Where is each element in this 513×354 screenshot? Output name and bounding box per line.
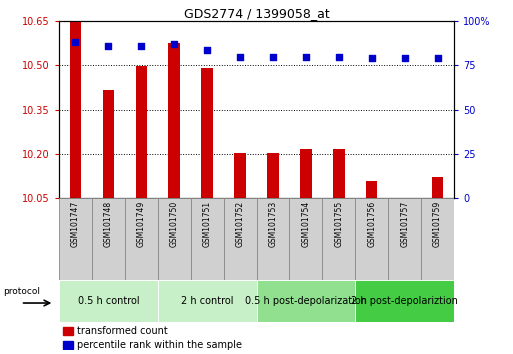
Point <box>170 41 179 47</box>
Bar <box>388 198 421 280</box>
Text: GSM101753: GSM101753 <box>268 201 278 247</box>
Point <box>203 47 211 52</box>
Point <box>368 56 376 61</box>
Bar <box>158 280 256 322</box>
Bar <box>59 198 92 280</box>
Point <box>401 56 409 61</box>
Text: GSM101759: GSM101759 <box>433 201 442 247</box>
Bar <box>234 153 246 198</box>
Bar <box>421 198 454 280</box>
Bar <box>202 68 213 198</box>
Bar <box>224 198 256 280</box>
Text: 0.5 h control: 0.5 h control <box>77 296 139 306</box>
Bar <box>256 198 289 280</box>
Bar <box>366 181 378 198</box>
Bar <box>168 43 180 198</box>
Text: 2 h post-depolariztion: 2 h post-depolariztion <box>351 296 458 306</box>
Text: GSM101747: GSM101747 <box>71 201 80 247</box>
Text: 0.5 h post-depolarization: 0.5 h post-depolarization <box>245 296 367 306</box>
Bar <box>191 198 224 280</box>
Bar <box>300 149 311 198</box>
Bar <box>355 280 454 322</box>
Bar <box>103 90 114 198</box>
Point <box>334 54 343 59</box>
Text: transformed count: transformed count <box>77 326 168 336</box>
Point <box>269 54 277 59</box>
Text: GSM101751: GSM101751 <box>203 201 212 247</box>
Title: GDS2774 / 1399058_at: GDS2774 / 1399058_at <box>184 7 329 20</box>
Point <box>137 43 145 49</box>
Text: percentile rank within the sample: percentile rank within the sample <box>77 340 242 350</box>
Point <box>302 54 310 59</box>
Point <box>433 56 442 61</box>
Bar <box>289 198 322 280</box>
Bar <box>63 341 73 349</box>
Bar <box>63 327 73 335</box>
Text: GSM101755: GSM101755 <box>334 201 343 247</box>
Text: 2 h control: 2 h control <box>181 296 233 306</box>
Text: GSM101749: GSM101749 <box>137 201 146 247</box>
Bar <box>125 198 158 280</box>
Bar <box>267 153 279 198</box>
Bar <box>70 22 81 198</box>
Text: GSM101754: GSM101754 <box>301 201 310 247</box>
Text: GSM101752: GSM101752 <box>235 201 245 247</box>
Text: GSM101748: GSM101748 <box>104 201 113 247</box>
Point <box>236 54 244 59</box>
Bar <box>158 198 191 280</box>
Bar <box>333 149 345 198</box>
Bar <box>355 198 388 280</box>
Bar <box>92 198 125 280</box>
Bar <box>59 280 158 322</box>
Text: GSM101757: GSM101757 <box>400 201 409 247</box>
Bar <box>322 198 355 280</box>
Text: protocol: protocol <box>3 287 40 296</box>
Text: GSM101756: GSM101756 <box>367 201 376 247</box>
Point <box>104 43 112 49</box>
Point <box>71 40 80 45</box>
Bar <box>135 66 147 198</box>
Text: GSM101750: GSM101750 <box>170 201 179 247</box>
Bar <box>256 280 355 322</box>
Bar <box>432 177 443 198</box>
